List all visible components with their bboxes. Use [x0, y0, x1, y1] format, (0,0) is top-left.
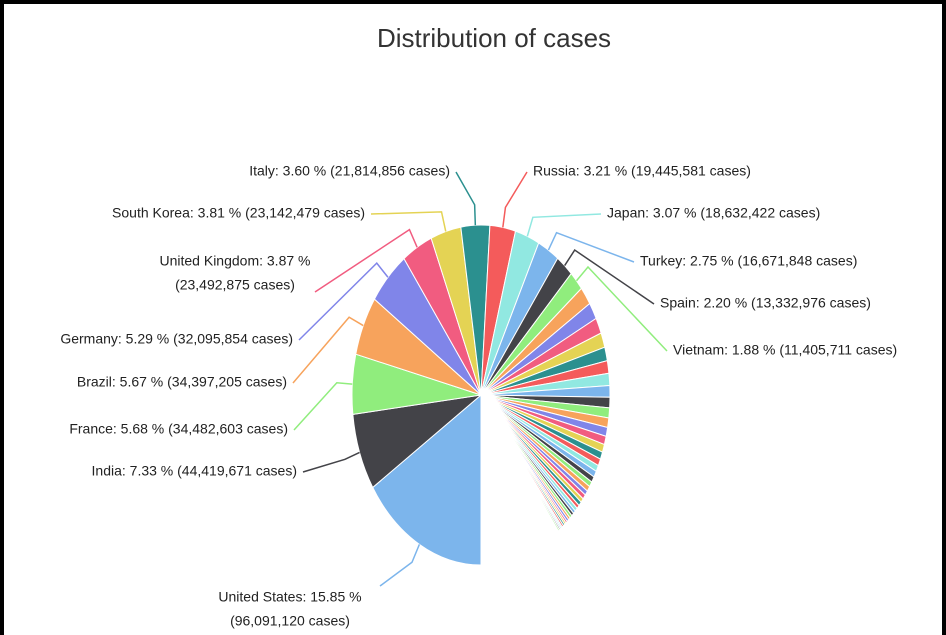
data-label: Japan: 3.07 % (18,632,422 cases): [607, 205, 820, 221]
pie-slice: [372, 393, 482, 566]
label-connector: [370, 211, 447, 232]
label-connector: [314, 228, 418, 293]
data-label: South Korea: 3.81 % (23,142,479 cases): [112, 205, 365, 221]
label-connector: [455, 171, 477, 226]
data-label: United States: 15.85 %: [218, 589, 361, 605]
data-label: Spain: 2.20 % (13,332,976 cases): [660, 295, 871, 311]
label-connector: [298, 262, 389, 341]
chart-title: Distribution of cases: [377, 23, 611, 53]
label-connector: [379, 544, 421, 587]
data-label: United Kingdom: 3.87 %: [160, 253, 311, 269]
label-connector: [547, 231, 635, 263]
data-label: (96,091,120 cases): [230, 613, 350, 629]
data-label: France: 5.68 % (34,482,603 cases): [69, 421, 288, 437]
data-label: Turkey: 2.75 % (16,671,848 cases): [640, 253, 857, 269]
data-label: India: 7.33 % (44,419,671 cases): [92, 463, 297, 479]
data-label: Russia: 3.21 % (19,445,581 cases): [533, 163, 751, 179]
data-label: Italy: 3.60 % (21,814,856 cases): [249, 163, 450, 179]
label-connector: [502, 171, 528, 228]
data-label: Germany: 5.29 % (32,095,854 cases): [60, 331, 293, 347]
data-label: Brazil: 5.67 % (34,397,205 cases): [77, 374, 287, 390]
label-connector: [293, 382, 353, 431]
label-connector: [564, 249, 655, 305]
label-connector: [302, 451, 360, 473]
label-connector: [526, 213, 602, 237]
data-label: (23,492,875 cases): [175, 277, 295, 293]
label-connector: [575, 265, 668, 352]
pie-slice: [480, 394, 560, 532]
label-connector: [292, 316, 364, 384]
data-label: Vietnam: 1.88 % (11,405,711 cases): [673, 342, 897, 358]
